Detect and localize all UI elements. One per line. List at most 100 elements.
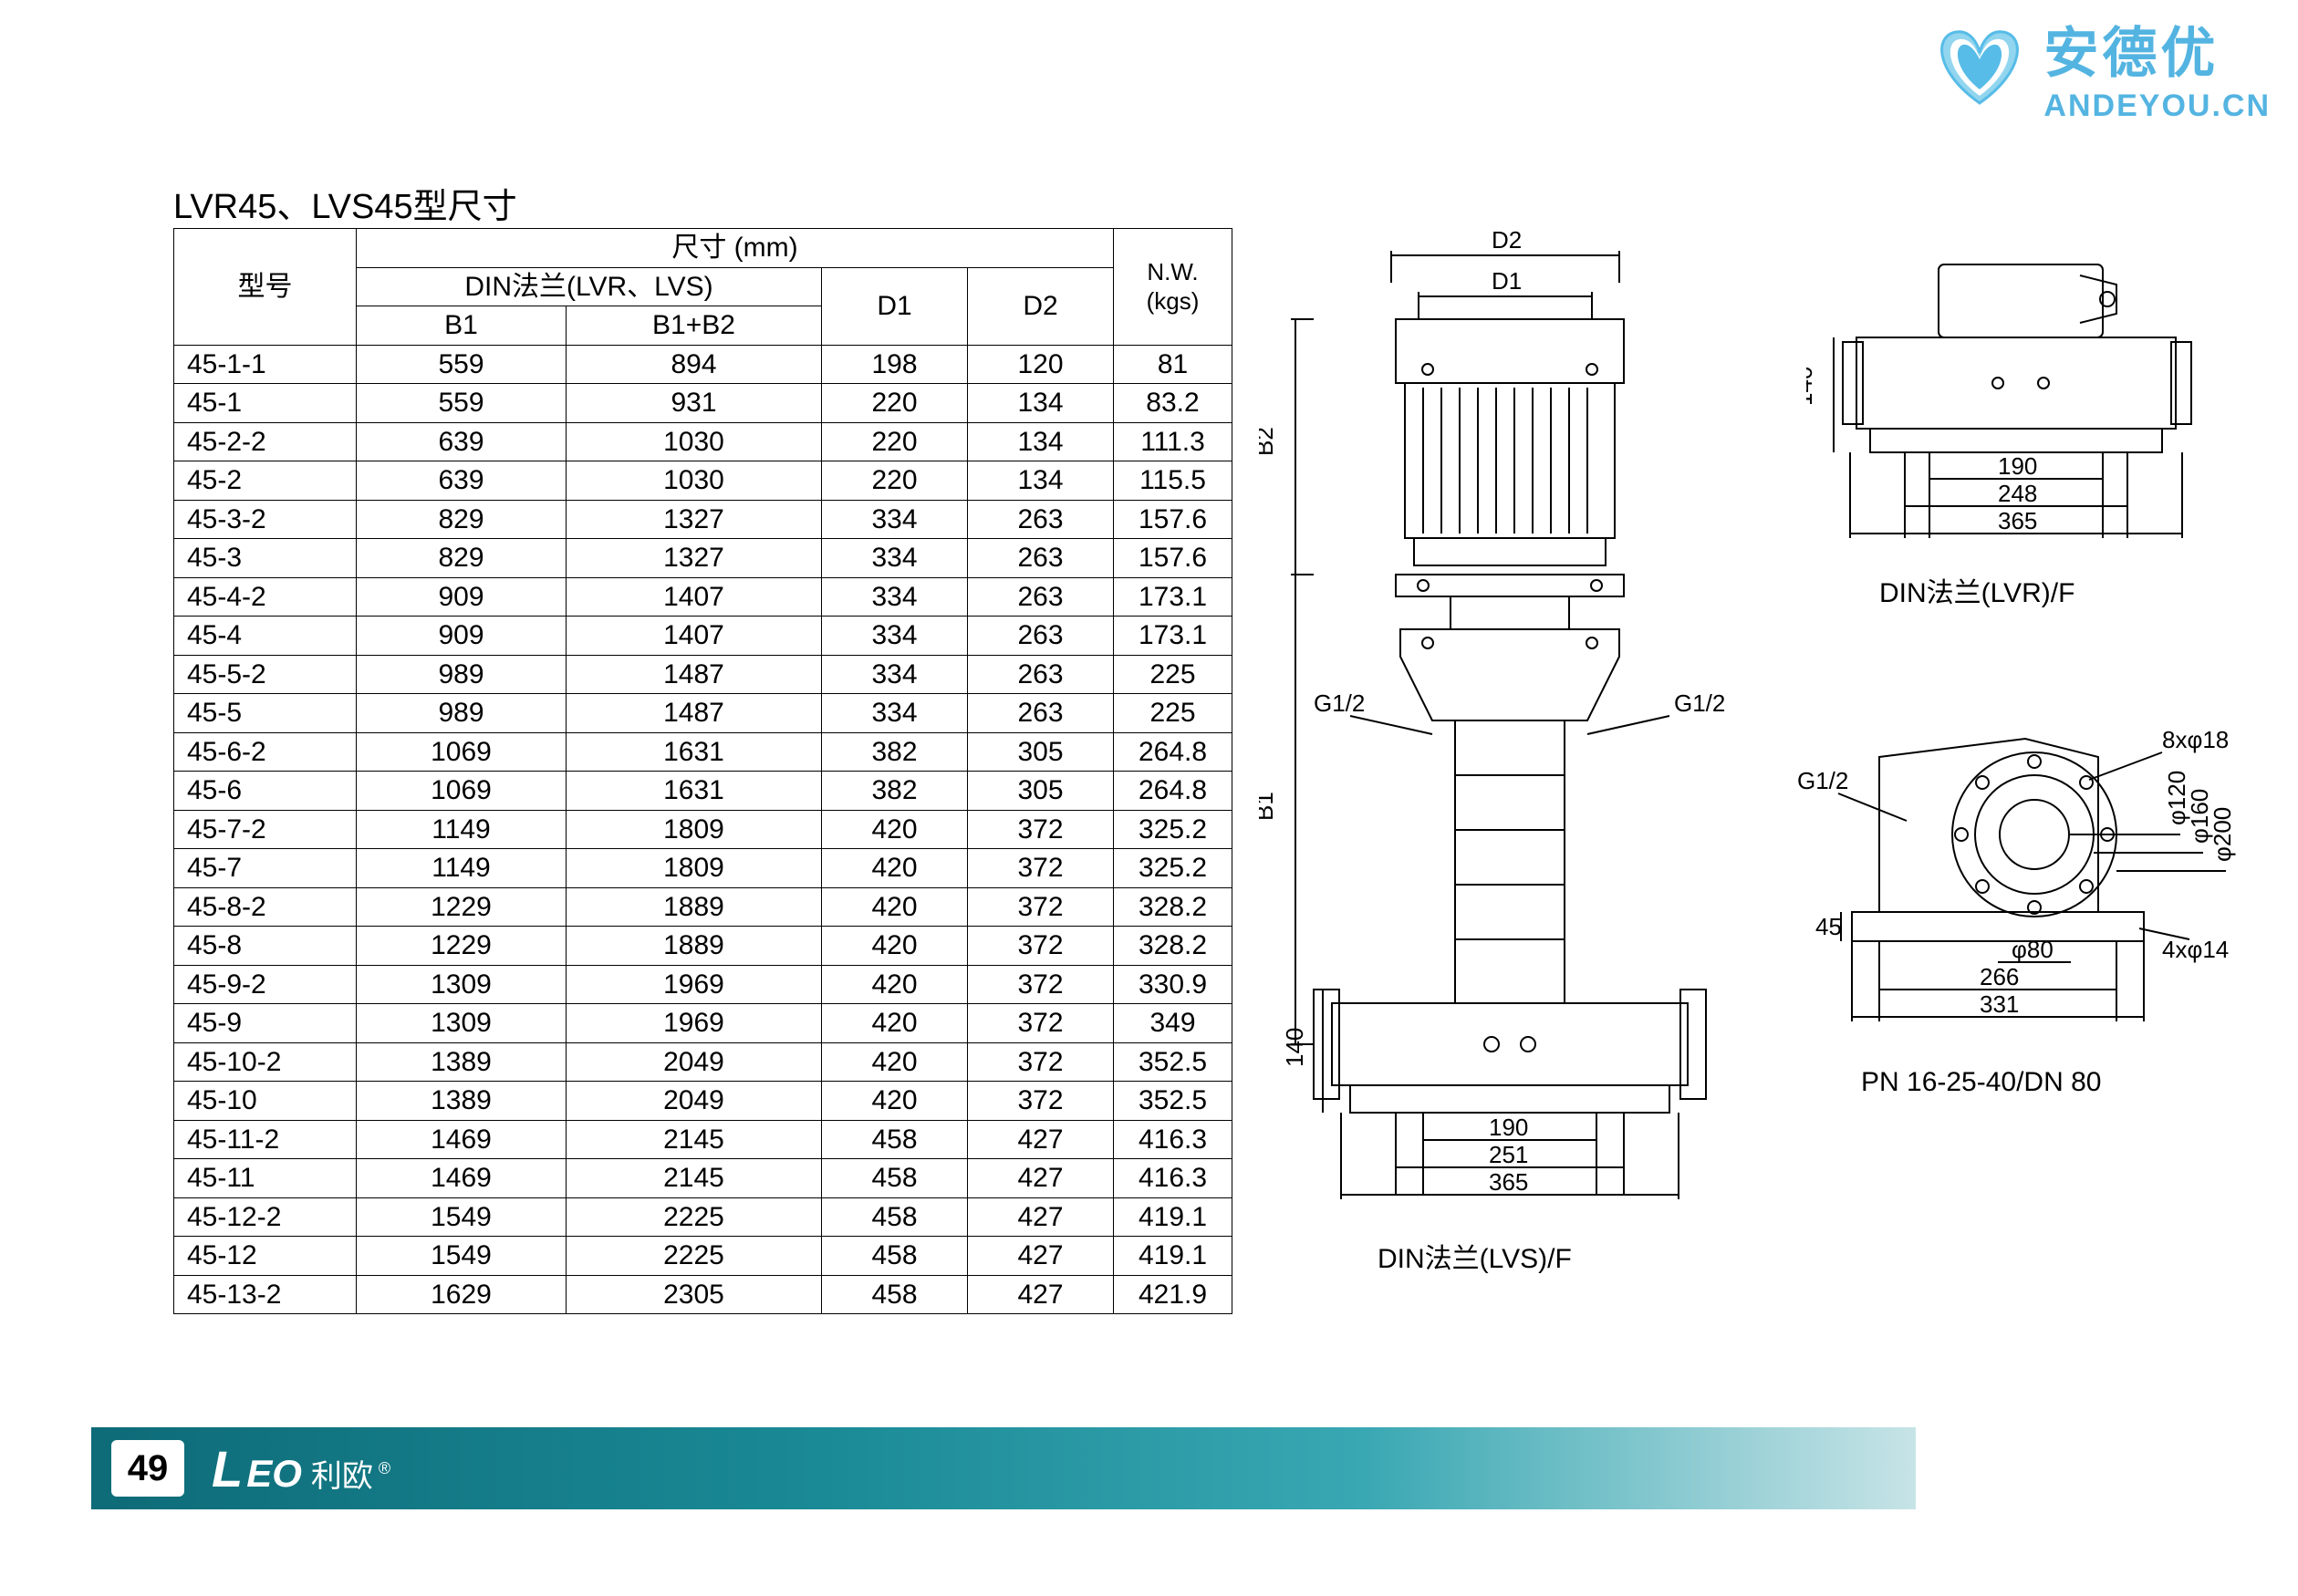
table-cell: 263 bbox=[968, 617, 1114, 656]
table-cell: 45-9 bbox=[174, 1004, 357, 1043]
table-cell: 1327 bbox=[567, 500, 822, 539]
dim-331: 331 bbox=[1980, 990, 2019, 1018]
table-cell: 1487 bbox=[567, 694, 822, 733]
table-cell: 45-10 bbox=[174, 1082, 357, 1121]
table-cell: 220 bbox=[822, 461, 968, 501]
dim-t248: 248 bbox=[1998, 480, 2037, 507]
table-row: 45-5-29891487334263225 bbox=[174, 655, 1232, 694]
dim-45: 45 bbox=[1815, 913, 1842, 940]
dim-b2: B2 bbox=[1259, 427, 1278, 456]
table-cell: 1149 bbox=[357, 810, 567, 849]
dim-g12-right: G1/2 bbox=[1674, 689, 1725, 717]
side-view-diagram: D2 D1 G1/2 G1/2 bbox=[1259, 228, 1770, 1259]
table-cell: 134 bbox=[968, 384, 1114, 423]
table-cell: 1407 bbox=[567, 577, 822, 617]
table-cell: 157.6 bbox=[1114, 539, 1232, 578]
footer-bar: 49 LEO 利欧® bbox=[91, 1427, 1916, 1509]
th-din-group: DIN法兰(LVR、LVS) bbox=[357, 267, 822, 306]
table-cell: 45-6 bbox=[174, 772, 357, 811]
table-row: 45-59891487334263225 bbox=[174, 694, 1232, 733]
table-row: 45-2-26391030220134111.3 bbox=[174, 422, 1232, 461]
table-cell: 45-6-2 bbox=[174, 732, 357, 772]
table-cell: 305 bbox=[968, 772, 1114, 811]
table-cell: 1969 bbox=[567, 965, 822, 1004]
table-cell: 1149 bbox=[357, 849, 567, 888]
table-cell: 45-3 bbox=[174, 539, 357, 578]
table-row: 45-1013892049420372352.5 bbox=[174, 1082, 1232, 1121]
table-cell: 458 bbox=[822, 1197, 968, 1237]
watermark-en-text: ANDEYOU.CN bbox=[2043, 88, 2271, 124]
table-cell: 1889 bbox=[567, 927, 822, 966]
table-cell: 45-7 bbox=[174, 849, 357, 888]
table-cell: 989 bbox=[357, 655, 567, 694]
table-cell: 421.9 bbox=[1114, 1275, 1232, 1314]
table-cell: 334 bbox=[822, 617, 968, 656]
table-cell: 328.2 bbox=[1114, 927, 1232, 966]
table-cell: 419.1 bbox=[1114, 1197, 1232, 1237]
table-cell: 263 bbox=[968, 655, 1114, 694]
table-cell: 420 bbox=[822, 965, 968, 1004]
th-nw: N.W. (kgs) bbox=[1114, 229, 1232, 346]
table-cell: 45-13-2 bbox=[174, 1275, 357, 1314]
table-row: 45-6-210691631382305264.8 bbox=[174, 732, 1232, 772]
table-cell: 427 bbox=[968, 1197, 1114, 1237]
table-cell: 334 bbox=[822, 655, 968, 694]
dim-365: 365 bbox=[1489, 1168, 1528, 1196]
table-cell: 2225 bbox=[567, 1237, 822, 1276]
table-cell: 458 bbox=[822, 1275, 968, 1314]
table-cell: 134 bbox=[968, 461, 1114, 501]
table-cell: 372 bbox=[968, 887, 1114, 927]
table-cell: 1631 bbox=[567, 732, 822, 772]
table-cell: 45-5 bbox=[174, 694, 357, 733]
table-cell: 1229 bbox=[357, 887, 567, 927]
table-cell: 420 bbox=[822, 927, 968, 966]
leo-logo: LEO 利欧® bbox=[212, 1439, 390, 1498]
table-cell: 325.2 bbox=[1114, 849, 1232, 888]
table-cell: 427 bbox=[968, 1275, 1114, 1314]
table-cell: 334 bbox=[822, 539, 968, 578]
table-cell: 989 bbox=[357, 694, 567, 733]
dim-4x14: 4xφ14 bbox=[2162, 936, 2229, 963]
table-cell: 81 bbox=[1114, 345, 1232, 384]
table-cell: 328.2 bbox=[1114, 887, 1232, 927]
table-cell: 639 bbox=[357, 461, 567, 501]
spec-table: 型号 尺寸 (mm) N.W. (kgs) DIN法兰(LVR、LVS) D1 … bbox=[173, 228, 1232, 1314]
table-cell: 931 bbox=[567, 384, 822, 423]
table-cell: 1309 bbox=[357, 1004, 567, 1043]
table-cell: 2049 bbox=[567, 1042, 822, 1082]
table-cell: 45-3-2 bbox=[174, 500, 357, 539]
table-cell: 909 bbox=[357, 577, 567, 617]
dim-8x18: 8xφ18 bbox=[2162, 726, 2229, 753]
table-cell: 1069 bbox=[357, 772, 567, 811]
th-dim-group: 尺寸 (mm) bbox=[357, 229, 1114, 268]
dim-b1: B1 bbox=[1259, 792, 1278, 821]
flange-view-diagram: G1/2 8xφ18 φ120 φ160 φ200 45 φ80 4xφ14 2… bbox=[1797, 702, 2253, 1085]
table-cell: 1969 bbox=[567, 1004, 822, 1043]
page-title: LVR45、LVS45型尺寸 bbox=[173, 178, 517, 228]
table-cell: 1069 bbox=[357, 732, 567, 772]
side-view-label: DIN法兰(LVS)/F bbox=[1378, 1236, 1572, 1276]
table-cell: 1309 bbox=[357, 965, 567, 1004]
table-cell: 420 bbox=[822, 887, 968, 927]
table-cell: 334 bbox=[822, 500, 968, 539]
table-cell: 263 bbox=[968, 539, 1114, 578]
table-cell: 45-8 bbox=[174, 927, 357, 966]
table-row: 45-913091969420372349 bbox=[174, 1004, 1232, 1043]
flange-view-label: PN 16-25-40/DN 80 bbox=[1861, 1067, 2101, 1098]
table-cell: 1631 bbox=[567, 772, 822, 811]
table-cell: 2049 bbox=[567, 1082, 822, 1121]
table-cell: 829 bbox=[357, 500, 567, 539]
table-cell: 1469 bbox=[357, 1120, 567, 1159]
th-d1: D1 bbox=[822, 267, 968, 345]
table-cell: 264.8 bbox=[1114, 732, 1232, 772]
table-cell: 45-5-2 bbox=[174, 655, 357, 694]
table-cell: 115.5 bbox=[1114, 461, 1232, 501]
table-cell: 173.1 bbox=[1114, 577, 1232, 617]
table-cell: 427 bbox=[968, 1159, 1114, 1198]
table-cell: 349 bbox=[1114, 1004, 1232, 1043]
table-cell: 416.3 bbox=[1114, 1159, 1232, 1198]
table-cell: 458 bbox=[822, 1159, 968, 1198]
table-cell: 1030 bbox=[567, 461, 822, 501]
table-cell: 372 bbox=[968, 965, 1114, 1004]
table-cell: 1809 bbox=[567, 810, 822, 849]
